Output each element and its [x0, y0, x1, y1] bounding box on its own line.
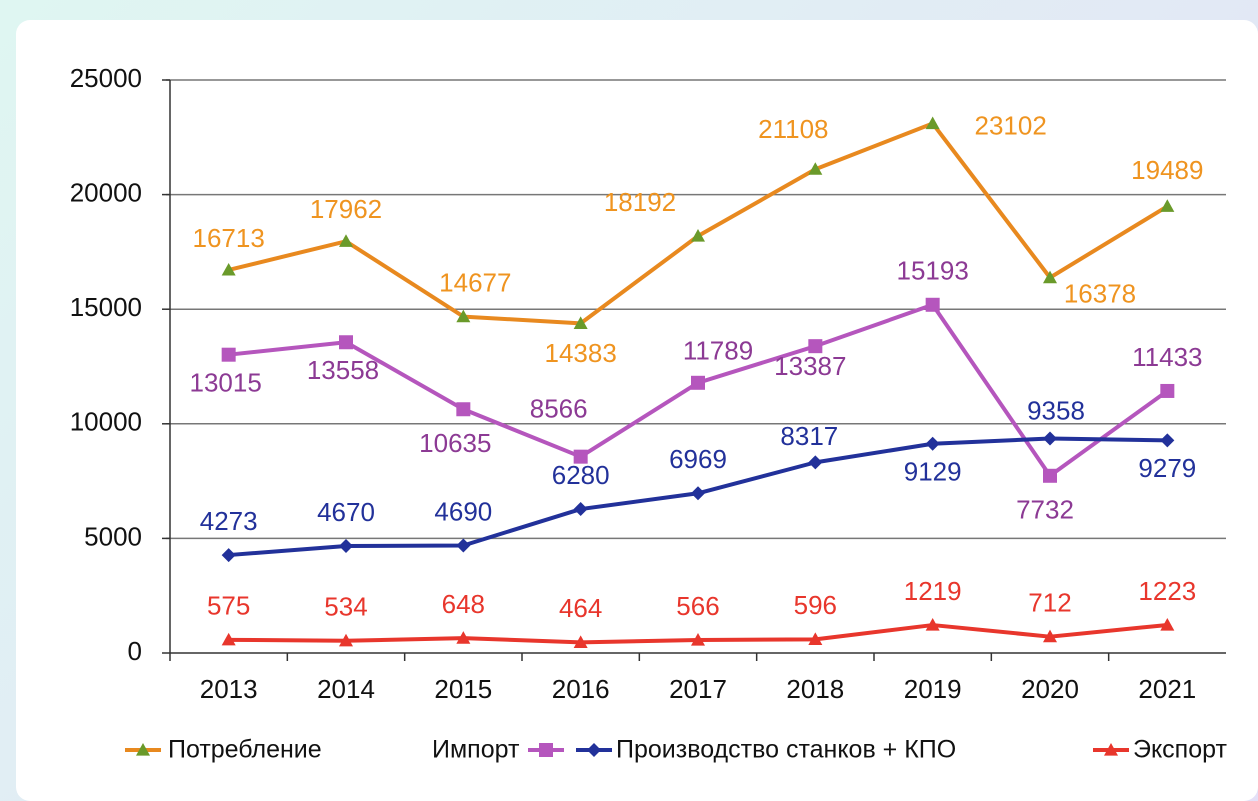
data-label: 14677: [439, 267, 511, 297]
x-tick-label: 2021: [1138, 674, 1196, 704]
data-label: 16713: [193, 223, 265, 253]
point-marker: [339, 335, 353, 350]
y-tick-label: 10000: [70, 407, 142, 437]
point-marker: [691, 229, 705, 242]
data-label: 14383: [545, 338, 617, 368]
y-tick-label: 0: [128, 636, 142, 666]
data-label: 13015: [190, 368, 262, 398]
data-label: 566: [676, 591, 719, 621]
data-label: 15193: [897, 256, 969, 286]
y-tick-label: 15000: [70, 292, 142, 322]
data-label: 9129: [904, 457, 962, 487]
chart-background: [16, 20, 1258, 801]
data-label: 11433: [1132, 342, 1202, 372]
data-label: 16378: [1064, 278, 1136, 308]
x-tick-label: 2016: [552, 674, 610, 704]
point-marker: [1043, 468, 1057, 483]
point-marker: [1160, 383, 1175, 398]
point-marker: [456, 538, 471, 553]
y-tick-label: 25000: [70, 63, 142, 93]
x-tick-label: 2014: [317, 674, 375, 704]
point-marker: [221, 347, 236, 362]
data-label: 8566: [530, 394, 588, 424]
data-label: 9279: [1138, 453, 1196, 483]
legend-marker: [539, 743, 553, 757]
x-tick-label: 2013: [200, 674, 258, 704]
point-marker: [808, 339, 823, 354]
point-marker: [925, 116, 940, 130]
point-marker: [456, 309, 471, 323]
y-tick-label: 20000: [70, 177, 142, 207]
x-tick-label: 2019: [904, 674, 962, 704]
point-marker: [1160, 617, 1175, 631]
data-label: 712: [1028, 588, 1071, 618]
point-marker: [808, 632, 823, 645]
data-label: 11789: [683, 336, 753, 366]
point-marker: [1043, 270, 1057, 284]
data-label: 8317: [780, 421, 838, 451]
point-marker: [221, 262, 236, 276]
x-tick-label: 2018: [786, 674, 844, 704]
data-label: 17962: [310, 194, 382, 224]
point-marker: [1160, 199, 1175, 212]
data-label: 648: [442, 589, 485, 619]
point-marker: [1160, 433, 1175, 448]
point-marker: [573, 502, 588, 517]
data-label: 4273: [200, 506, 258, 536]
data-label: 13558: [307, 355, 379, 385]
x-tick-label: 2020: [1021, 674, 1079, 704]
legend-label: Импорт: [432, 736, 520, 764]
data-label: 4670: [317, 497, 375, 527]
point-marker: [339, 234, 353, 247]
data-label: 13387: [774, 351, 846, 381]
data-label: 4690: [434, 496, 492, 526]
point-marker: [925, 436, 940, 451]
x-tick-label: 2015: [434, 674, 492, 704]
point-marker: [573, 449, 588, 464]
point-marker: [925, 297, 940, 312]
point-marker: [339, 633, 353, 647]
data-label: 6280: [552, 460, 610, 490]
legend-label: Производство станков + КПО: [616, 736, 956, 764]
data-label: 464: [559, 593, 602, 623]
data-label: 19489: [1131, 155, 1203, 185]
point-marker: [925, 618, 940, 631]
point-marker: [691, 633, 705, 646]
point-marker: [1043, 629, 1057, 643]
point-marker: [691, 486, 705, 501]
legend-marker: [587, 743, 601, 757]
point-marker: [221, 632, 236, 646]
point-marker: [691, 375, 705, 390]
point-marker: [456, 402, 471, 417]
data-label: 10635: [419, 428, 491, 458]
legend-label: Потребление: [168, 736, 322, 764]
x-tick-label: 2017: [669, 674, 727, 704]
data-label: 21108: [758, 114, 828, 144]
point-marker: [808, 162, 823, 175]
point-marker: [339, 538, 353, 553]
data-label: 534: [324, 592, 367, 622]
data-label: 596: [794, 590, 837, 620]
data-label: 7732: [1016, 495, 1074, 525]
data-label: 23102: [975, 110, 1047, 140]
legend-marker: [1104, 743, 1118, 756]
data-label: 575: [207, 591, 250, 621]
point-marker: [221, 548, 236, 563]
point-marker: [1043, 431, 1057, 446]
legend-marker: [136, 743, 150, 756]
data-label: 18192: [604, 187, 676, 217]
data-label: 9358: [1027, 395, 1085, 425]
legend-label: Экспорт: [1133, 736, 1227, 764]
data-label: 6969: [669, 444, 727, 474]
data-label: 1219: [904, 576, 962, 606]
y-tick-label: 5000: [84, 521, 142, 551]
data-label: 1223: [1138, 576, 1196, 606]
point-marker: [808, 455, 823, 470]
point-marker: [456, 631, 471, 644]
point-marker: [573, 635, 588, 648]
point-marker: [573, 316, 588, 329]
